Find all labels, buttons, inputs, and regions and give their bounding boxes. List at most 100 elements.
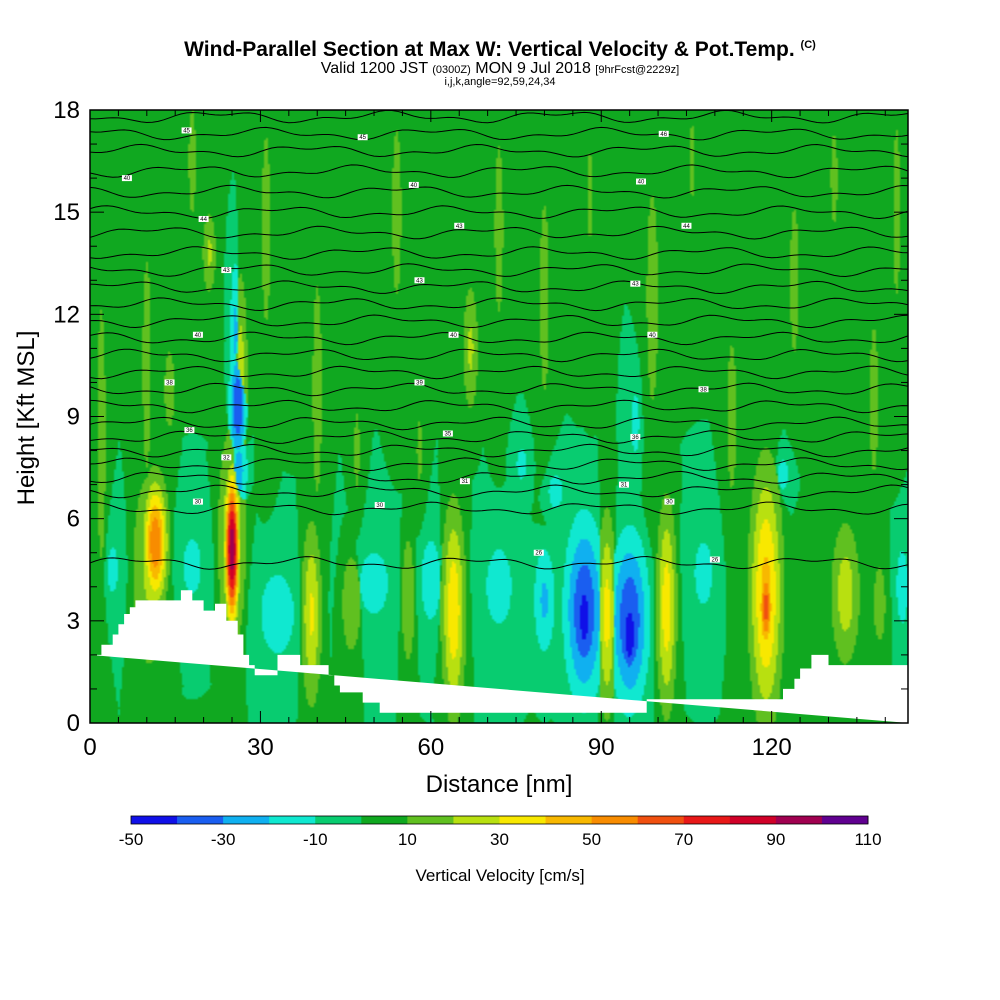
terrain xyxy=(90,590,908,723)
isoline-label: 40 xyxy=(410,183,417,189)
chart-title-main: Wind-Parallel Section at Max W: Vertical… xyxy=(184,38,795,61)
isoline-label-box xyxy=(448,331,459,338)
y-tick-label: 12 xyxy=(53,301,80,328)
colorbar-swatch xyxy=(637,816,685,824)
valid-date: MON 9 Jul 2018 xyxy=(475,60,591,77)
theta-isoline xyxy=(90,399,908,414)
grid-params: i,j,k,angle=92,59,24,34 xyxy=(444,76,556,88)
isoline-label: 39 xyxy=(416,380,423,386)
theta-isoline xyxy=(90,143,908,158)
y-tick-label: 0 xyxy=(67,710,80,737)
isoline-label: 40 xyxy=(638,180,645,186)
isoline-label-box xyxy=(681,222,692,229)
isoline-label: 32 xyxy=(223,455,230,461)
colorbar-swatch xyxy=(269,816,316,824)
isoline-label-box xyxy=(658,130,669,137)
isoline-label-box xyxy=(357,134,368,141)
chart-title-suffix: (C) xyxy=(800,39,816,51)
theta-isoline xyxy=(90,280,908,295)
theta-isoline xyxy=(90,416,908,431)
isoline-label: 45 xyxy=(183,128,190,134)
colorbar-swatch xyxy=(591,816,639,824)
colorbar-swatch xyxy=(315,816,362,824)
isoline-label: 38 xyxy=(700,387,707,393)
theta-isoline xyxy=(90,457,908,472)
isoline-label-box xyxy=(630,433,641,440)
plot-area: 45 45 46 40 40 40 44 43 44 43 43 43 40 40 40 38 39 38 36 35… xyxy=(89,109,909,724)
theta-isoline xyxy=(90,331,908,346)
x-tick-label: 0 xyxy=(83,734,96,761)
isoline-label: 43 xyxy=(456,224,463,230)
colorbar-tick-label: -10 xyxy=(303,830,328,849)
isoline-label: 30 xyxy=(195,500,202,506)
isoline-label-box xyxy=(414,379,425,386)
theta-isoline xyxy=(90,126,908,141)
isoline-label: 44 xyxy=(200,217,207,223)
colorbar-tick-label: 50 xyxy=(582,830,601,849)
colorbar-tick-label: 30 xyxy=(490,830,509,849)
theta-isoline xyxy=(90,484,908,499)
theta-isoline xyxy=(90,205,908,220)
isoline-label-box xyxy=(164,379,175,386)
isoline-label-box xyxy=(121,175,132,182)
theta-isoline xyxy=(90,365,908,380)
colorbar-tick-label: 110 xyxy=(854,830,881,849)
x-tick-label: 90 xyxy=(588,734,615,761)
x-tick-label: 120 xyxy=(752,734,792,761)
x-axis: 0 30 60 90 120 xyxy=(83,110,886,761)
colorbar-swatch xyxy=(499,816,547,824)
colorbar-swatch xyxy=(453,816,500,824)
isoline-label-box xyxy=(698,386,709,393)
isoline-label: 38 xyxy=(166,380,173,386)
colorbar-tick-label: -30 xyxy=(211,830,236,849)
colorbar-tick-label: 70 xyxy=(674,830,693,849)
isoline-label-box xyxy=(181,127,192,134)
isoline-label-box xyxy=(221,454,232,461)
isoline-label: 40 xyxy=(195,333,202,339)
colorbar-tick-label: 10 xyxy=(398,830,417,849)
chart-subtitle: Valid 1200 JST (0300Z) MON 9 Jul 2018 [9… xyxy=(0,60,1000,78)
isoline-label-box xyxy=(636,178,647,185)
theta-isoline xyxy=(90,164,908,179)
isoline-label-box xyxy=(709,556,720,563)
colorbar-swatch xyxy=(821,816,869,824)
isoline-label-box xyxy=(184,427,195,434)
x-tick-label: 30 xyxy=(247,734,274,761)
colorbar-title: Vertical Velocity [cm/s] xyxy=(415,866,584,885)
isoline-label: 36 xyxy=(632,435,639,441)
colorbar-swatch xyxy=(729,816,777,824)
isoline-label-box xyxy=(664,498,675,505)
isoline-label-box xyxy=(618,481,629,488)
isoline-label-box xyxy=(221,267,232,274)
isoline-label: 46 xyxy=(660,132,667,138)
colorbar-swatch xyxy=(683,816,731,824)
colorbar-swatch xyxy=(775,816,823,824)
y-tick-label: 15 xyxy=(53,199,80,226)
isoline-label-box xyxy=(442,430,453,437)
isoline-label: 40 xyxy=(450,333,457,339)
isoline-label-box xyxy=(192,331,203,338)
theta-isoline xyxy=(90,225,908,240)
theta-isoline xyxy=(90,314,908,329)
isoline-label-box xyxy=(408,181,419,188)
isoline-label: 30 xyxy=(666,500,673,506)
chart-title: Wind-Parallel Section at Max W: Vertical… xyxy=(0,38,1000,62)
colorbar-swatch xyxy=(407,816,454,824)
isoline-label-box xyxy=(198,215,209,222)
isoline-label: 26 xyxy=(712,558,719,564)
theta-isoline xyxy=(90,430,908,444)
isoline-label: 43 xyxy=(416,278,423,284)
isoline-label-box xyxy=(414,277,425,284)
theta-isoline xyxy=(90,501,908,516)
x-axis-title: Distance [nm] xyxy=(426,771,573,798)
y-tick-label: 3 xyxy=(67,608,80,635)
isoline-label: 30 xyxy=(376,503,383,509)
isoline-label-box xyxy=(192,498,203,505)
isoline-labels: 45 45 46 40 40 40 44 43 44 43 43 43 40 40 40 38 39 38 36 35… xyxy=(121,127,720,564)
colorbar-swatch xyxy=(223,816,270,824)
isoline-label-box xyxy=(630,280,641,287)
forecast-label: [9hrFcst@2229z] xyxy=(595,64,680,76)
y-tick-label: 9 xyxy=(67,404,80,431)
